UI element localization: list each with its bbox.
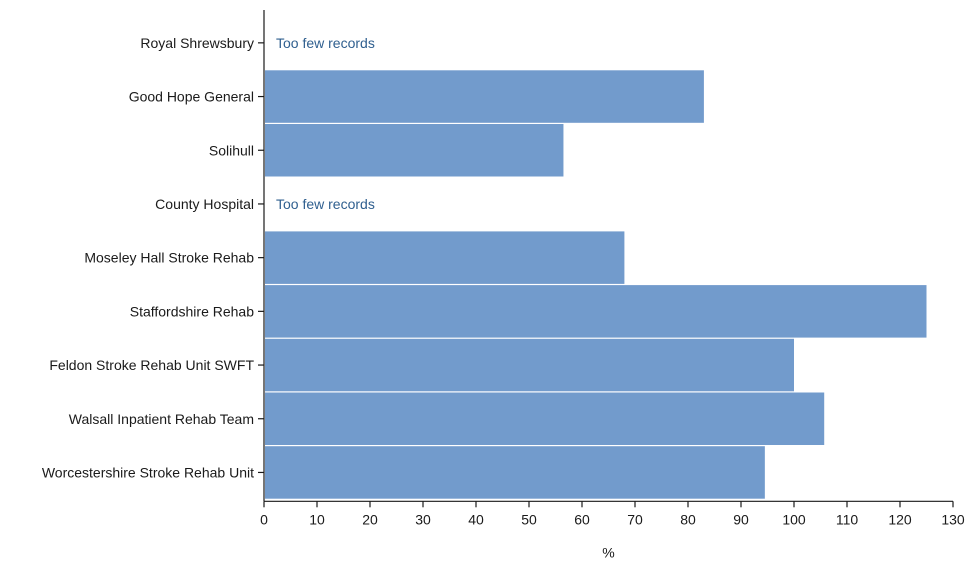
category-label-moseley-hall-stroke-rehab: Moseley Hall Stroke Rehab [84, 250, 254, 266]
category-label-solihull: Solihull [209, 142, 254, 158]
note-county-hospital: Too few records [276, 196, 375, 212]
x-tick-label-100: 100 [782, 511, 806, 527]
category-label-royal-shrewsbury: Royal Shrewsbury [140, 35, 254, 51]
category-label-worcestershire-stroke-rehab-unit: Worcestershire Stroke Rehab Unit [42, 464, 254, 480]
x-tick-label-70: 70 [627, 511, 643, 527]
x-tick-label-120: 120 [888, 511, 912, 527]
category-label-county-hospital: County Hospital [155, 196, 254, 212]
bar-walsall-inpatient-rehab-team [265, 392, 825, 445]
x-tick-label-50: 50 [521, 511, 537, 527]
note-royal-shrewsbury: Too few records [276, 35, 375, 51]
notes-layer: Too few records Too few records [276, 35, 375, 212]
x-tick-label-90: 90 [733, 511, 749, 527]
bars-layer [265, 70, 927, 499]
x-axis-title: % [602, 544, 614, 560]
x-tick-label-10: 10 [309, 511, 325, 527]
x-tick-label-130: 130 [941, 511, 965, 527]
category-label-staffordshire-rehab: Staffordshire Rehab [130, 303, 254, 319]
category-labels: Royal Shrewsbury Good Hope General Solihul… [42, 35, 264, 480]
bar-staffordshire-rehab [265, 285, 927, 338]
x-tick-labels: 0 10 20 30 40 50 60 70 80 90 100 110 120 130 [260, 501, 965, 527]
bar-worcestershire-stroke-rehab-unit [265, 446, 765, 499]
bar-feldon-stroke-rehab-unit-swft [265, 338, 794, 392]
category-label-feldon-stroke-rehab-unit-swft: Feldon Stroke Rehab Unit SWFT [49, 357, 254, 373]
x-tick-label-40: 40 [468, 511, 484, 527]
bar-moseley-hall-stroke-rehab [265, 231, 625, 284]
category-label-walsall-inpatient-rehab-team: Walsall Inpatient Rehab Team [69, 411, 254, 427]
category-label-good-hope-general: Good Hope General [129, 89, 254, 105]
x-tick-label-20: 20 [362, 511, 378, 527]
x-tick-label-60: 60 [574, 511, 590, 527]
x-tick-label-30: 30 [415, 511, 431, 527]
bar-good-hope-general [265, 70, 704, 123]
x-tick-label-110: 110 [836, 511, 859, 527]
x-tick-label-0: 0 [260, 511, 268, 527]
x-tick-label-80: 80 [680, 511, 696, 527]
bar-solihull [265, 124, 564, 177]
